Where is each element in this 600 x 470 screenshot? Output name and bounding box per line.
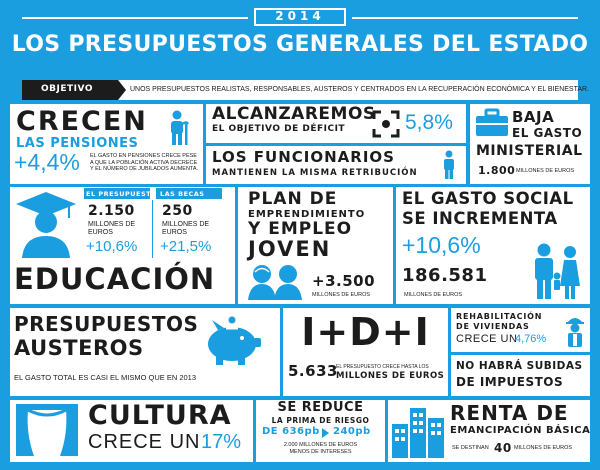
pensiones-panel	[10, 104, 203, 184]
becas-label-box	[156, 188, 222, 199]
deficit-panel	[206, 104, 466, 143]
emprendimiento-unit: MILLONES DE EUROS	[312, 292, 371, 298]
funcionarios-subtitle: MANTIENEN LA MISMA RETRIBUCIÓN	[212, 168, 418, 178]
objetivo-text: UNOS PRESUPUESTOS REALISTAS, RESPONSABLE…	[130, 86, 590, 93]
cultura-panel	[10, 400, 253, 462]
funcionarios-panel	[206, 146, 466, 184]
deficit-title: ALCANZAREMOS	[212, 104, 376, 124]
family-icon	[535, 243, 580, 299]
austeros-line1: PRESUPUESTOS	[14, 312, 199, 336]
briefcase-icon	[476, 108, 508, 136]
person-icon	[444, 150, 454, 179]
presupuesto-change: +10,6%	[86, 238, 138, 255]
viviendas-line2: DE VIVIENDAS	[456, 322, 530, 331]
prima-line3-from: DE 636pb	[262, 426, 320, 437]
funcionarios-title: LOS FUNCIONARIOS	[212, 148, 395, 166]
presupuesto-value: 2.150	[88, 203, 135, 219]
objetivo-bar	[22, 80, 578, 100]
emprendimiento-value: +3.500	[312, 272, 376, 290]
young-people-icon	[248, 265, 302, 300]
ministerial-unit: MILLONES DE EUROS	[516, 168, 575, 174]
year-box	[254, 8, 346, 26]
prima-line1: SE REDUCE	[277, 400, 364, 415]
emprendimiento-line3: Y EMPLEO	[248, 219, 353, 239]
presupuesto-label: EL PRESUPUESTO	[86, 190, 158, 198]
idi-title: I+D+I	[301, 310, 430, 354]
cultura-line2: CRECE UN	[88, 431, 201, 453]
emprendimiento-line2: EMPRENDIMIENTO	[248, 209, 366, 220]
renta-prefix: SE DESTINAN	[452, 445, 489, 451]
idi-value: 5.633	[288, 362, 338, 380]
prima-line3-to: 240pb	[333, 426, 371, 437]
becas-value: 250	[162, 203, 193, 219]
ministerial-line2: EL GASTO	[512, 126, 583, 140]
viviendas-panel	[451, 308, 590, 352]
pensiones-subtitle: LAS PENSIONES	[16, 136, 139, 151]
viviendas-line1: REHABILITACIÓN	[456, 312, 543, 321]
header: 2014 LOS PRESUPUESTOS GENERALES DEL ESTA…	[0, 0, 600, 70]
target-icon	[372, 110, 400, 138]
page-title: LOS PRESUPUESTOS GENERALES DEL ESTADO	[11, 32, 589, 57]
idi-unit: MILLONES DE EUROS	[336, 371, 445, 381]
presupuesto-unit: MILLONES DE EUROS	[88, 221, 136, 236]
idi-panel	[283, 308, 448, 396]
idi-note: EL PRESUPUESTO CRECE HASTA LOS	[336, 364, 429, 370]
graduate-icon	[16, 192, 76, 258]
impuestos-panel	[451, 355, 590, 396]
gasto-social-change: +10,6%	[402, 232, 481, 258]
pensiones-note: EL GASTO EN PENSIONES CRECE PESE A QUE L…	[90, 153, 199, 172]
viviendas-value: 4,76%	[515, 333, 547, 345]
educacion-title: EDUCACIÓN	[14, 262, 216, 296]
gasto-social-line2: SE INCREMENTA	[402, 209, 558, 228]
ministerial-value: 1.800	[478, 164, 516, 177]
worker-icon	[566, 318, 584, 347]
cultura-title: CULTURA	[88, 400, 232, 431]
impuestos-line1: NO HABRÁ SUBIDAS	[456, 360, 583, 372]
ministerial-line1: BAJA	[512, 108, 555, 126]
deficit-value: 5,8%	[405, 111, 453, 134]
emprendimiento-line1: PLAN DE	[248, 189, 338, 209]
piggy-bank-icon	[208, 316, 261, 365]
year-line-right	[352, 17, 578, 19]
gasto-social-value: 186.581	[402, 265, 488, 286]
renta-line2: EMANCIPACIÓN BÁSICA	[450, 425, 591, 436]
austeros-line2: AUSTEROS	[14, 336, 144, 360]
gasto-social-unit: MILLONES DE EUROS	[404, 292, 463, 298]
buildings-icon	[392, 408, 444, 458]
impuestos-line2: DE IMPUESTOS	[456, 375, 564, 389]
theater-stage-icon	[16, 404, 78, 456]
renta-line1: RENTA DE	[450, 401, 569, 425]
objetivo-label: OBJETIVO	[41, 84, 93, 94]
objetivo-arrow	[118, 80, 126, 100]
deficit-subtitle: EL OBJETIVO DE DÉFICIT	[212, 124, 346, 134]
renta-unit: MILLONES DE EUROS	[514, 445, 573, 451]
header-year: 2014	[275, 9, 325, 23]
educacion-divider	[152, 200, 153, 258]
becas-change: +21,5%	[160, 238, 212, 255]
objetivo-label-box	[22, 80, 118, 100]
presupuesto-label-box	[84, 188, 150, 199]
pensiones-value: +4,4%	[14, 149, 80, 175]
prima-line2: LA PRIMA DE RIESGO	[271, 416, 370, 425]
ministerial-line3: MINISTERIAL	[476, 143, 583, 159]
elderly-person-icon	[171, 110, 190, 145]
prima-panel	[256, 400, 385, 462]
prima-note1: 2.000 MILLONES DE EUROS	[283, 442, 358, 448]
gasto-social-line1: EL GASTO SOCIAL	[402, 189, 574, 208]
austeros-note: EL GASTO TOTAL ES CASI EL MISMO QUE EN 2…	[14, 373, 197, 382]
year-line-left	[22, 17, 248, 19]
viviendas-line3: CRECE UN	[456, 333, 518, 345]
emprendimiento-line4: JOVEN	[248, 237, 332, 261]
renta-value: 40	[494, 441, 512, 455]
prima-arrow-icon	[322, 428, 329, 438]
becas-label: LAS BECAS	[160, 190, 205, 198]
prima-note2: MENOS DE INTERESES	[289, 449, 352, 455]
pensiones-title: CRECEN	[16, 106, 148, 137]
cultura-value: 17%	[201, 431, 242, 453]
becas-unit: MILLONES DE EUROS	[162, 221, 210, 236]
